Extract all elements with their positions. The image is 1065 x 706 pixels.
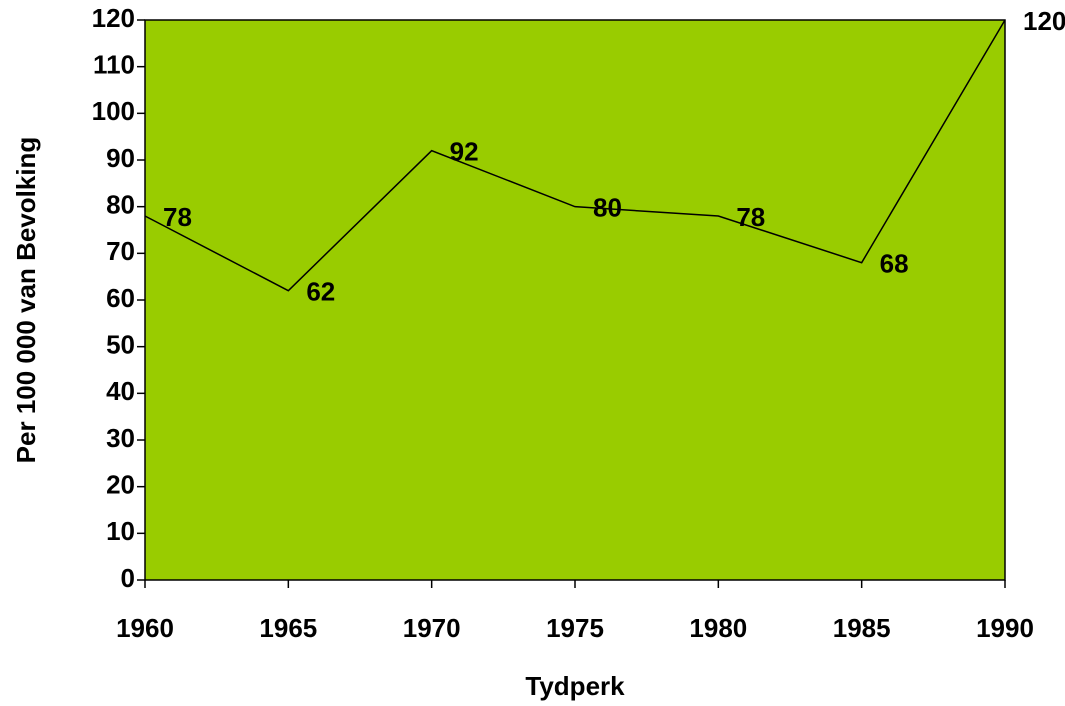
x-tick-label: 1985	[833, 613, 891, 643]
x-tick-label: 1960	[116, 613, 174, 643]
y-tick-label: 120	[92, 3, 135, 33]
y-axis-title: Per 100 000 van Bevolking	[11, 137, 41, 464]
y-tick-label: 50	[106, 330, 135, 360]
data-label: 78	[163, 202, 192, 232]
line	[144, 19, 1006, 292]
y-tick-label: 30	[106, 423, 135, 453]
y-tick-label: 40	[106, 376, 135, 406]
y-tick-label: 70	[106, 236, 135, 266]
y-tick-label: 80	[106, 190, 135, 220]
data-label: 80	[593, 193, 622, 223]
data-label: 120	[1023, 6, 1065, 36]
data-label: 92	[450, 137, 479, 167]
y-tick-label: 10	[106, 516, 135, 546]
x-tick-label: 1990	[976, 613, 1034, 643]
y-tick-label: 100	[92, 96, 135, 126]
y-tick-label: 90	[106, 143, 135, 173]
y-tick-label: 20	[106, 470, 135, 500]
data-label: 78	[736, 202, 765, 232]
y-tick-label: 0	[121, 563, 135, 593]
data-label: 68	[880, 249, 909, 279]
x-tick-label: 1975	[546, 613, 604, 643]
plot-area	[144, 19, 1006, 581]
x-tick-label: 1965	[259, 613, 317, 643]
y-tick-label: 60	[106, 283, 135, 313]
data-label: 62	[306, 277, 335, 307]
x-tick-label: 1980	[689, 613, 747, 643]
x-axis-title: Tydperk	[525, 671, 625, 701]
x-tick-label: 1970	[403, 613, 461, 643]
y-tick-label: 110	[93, 50, 135, 80]
